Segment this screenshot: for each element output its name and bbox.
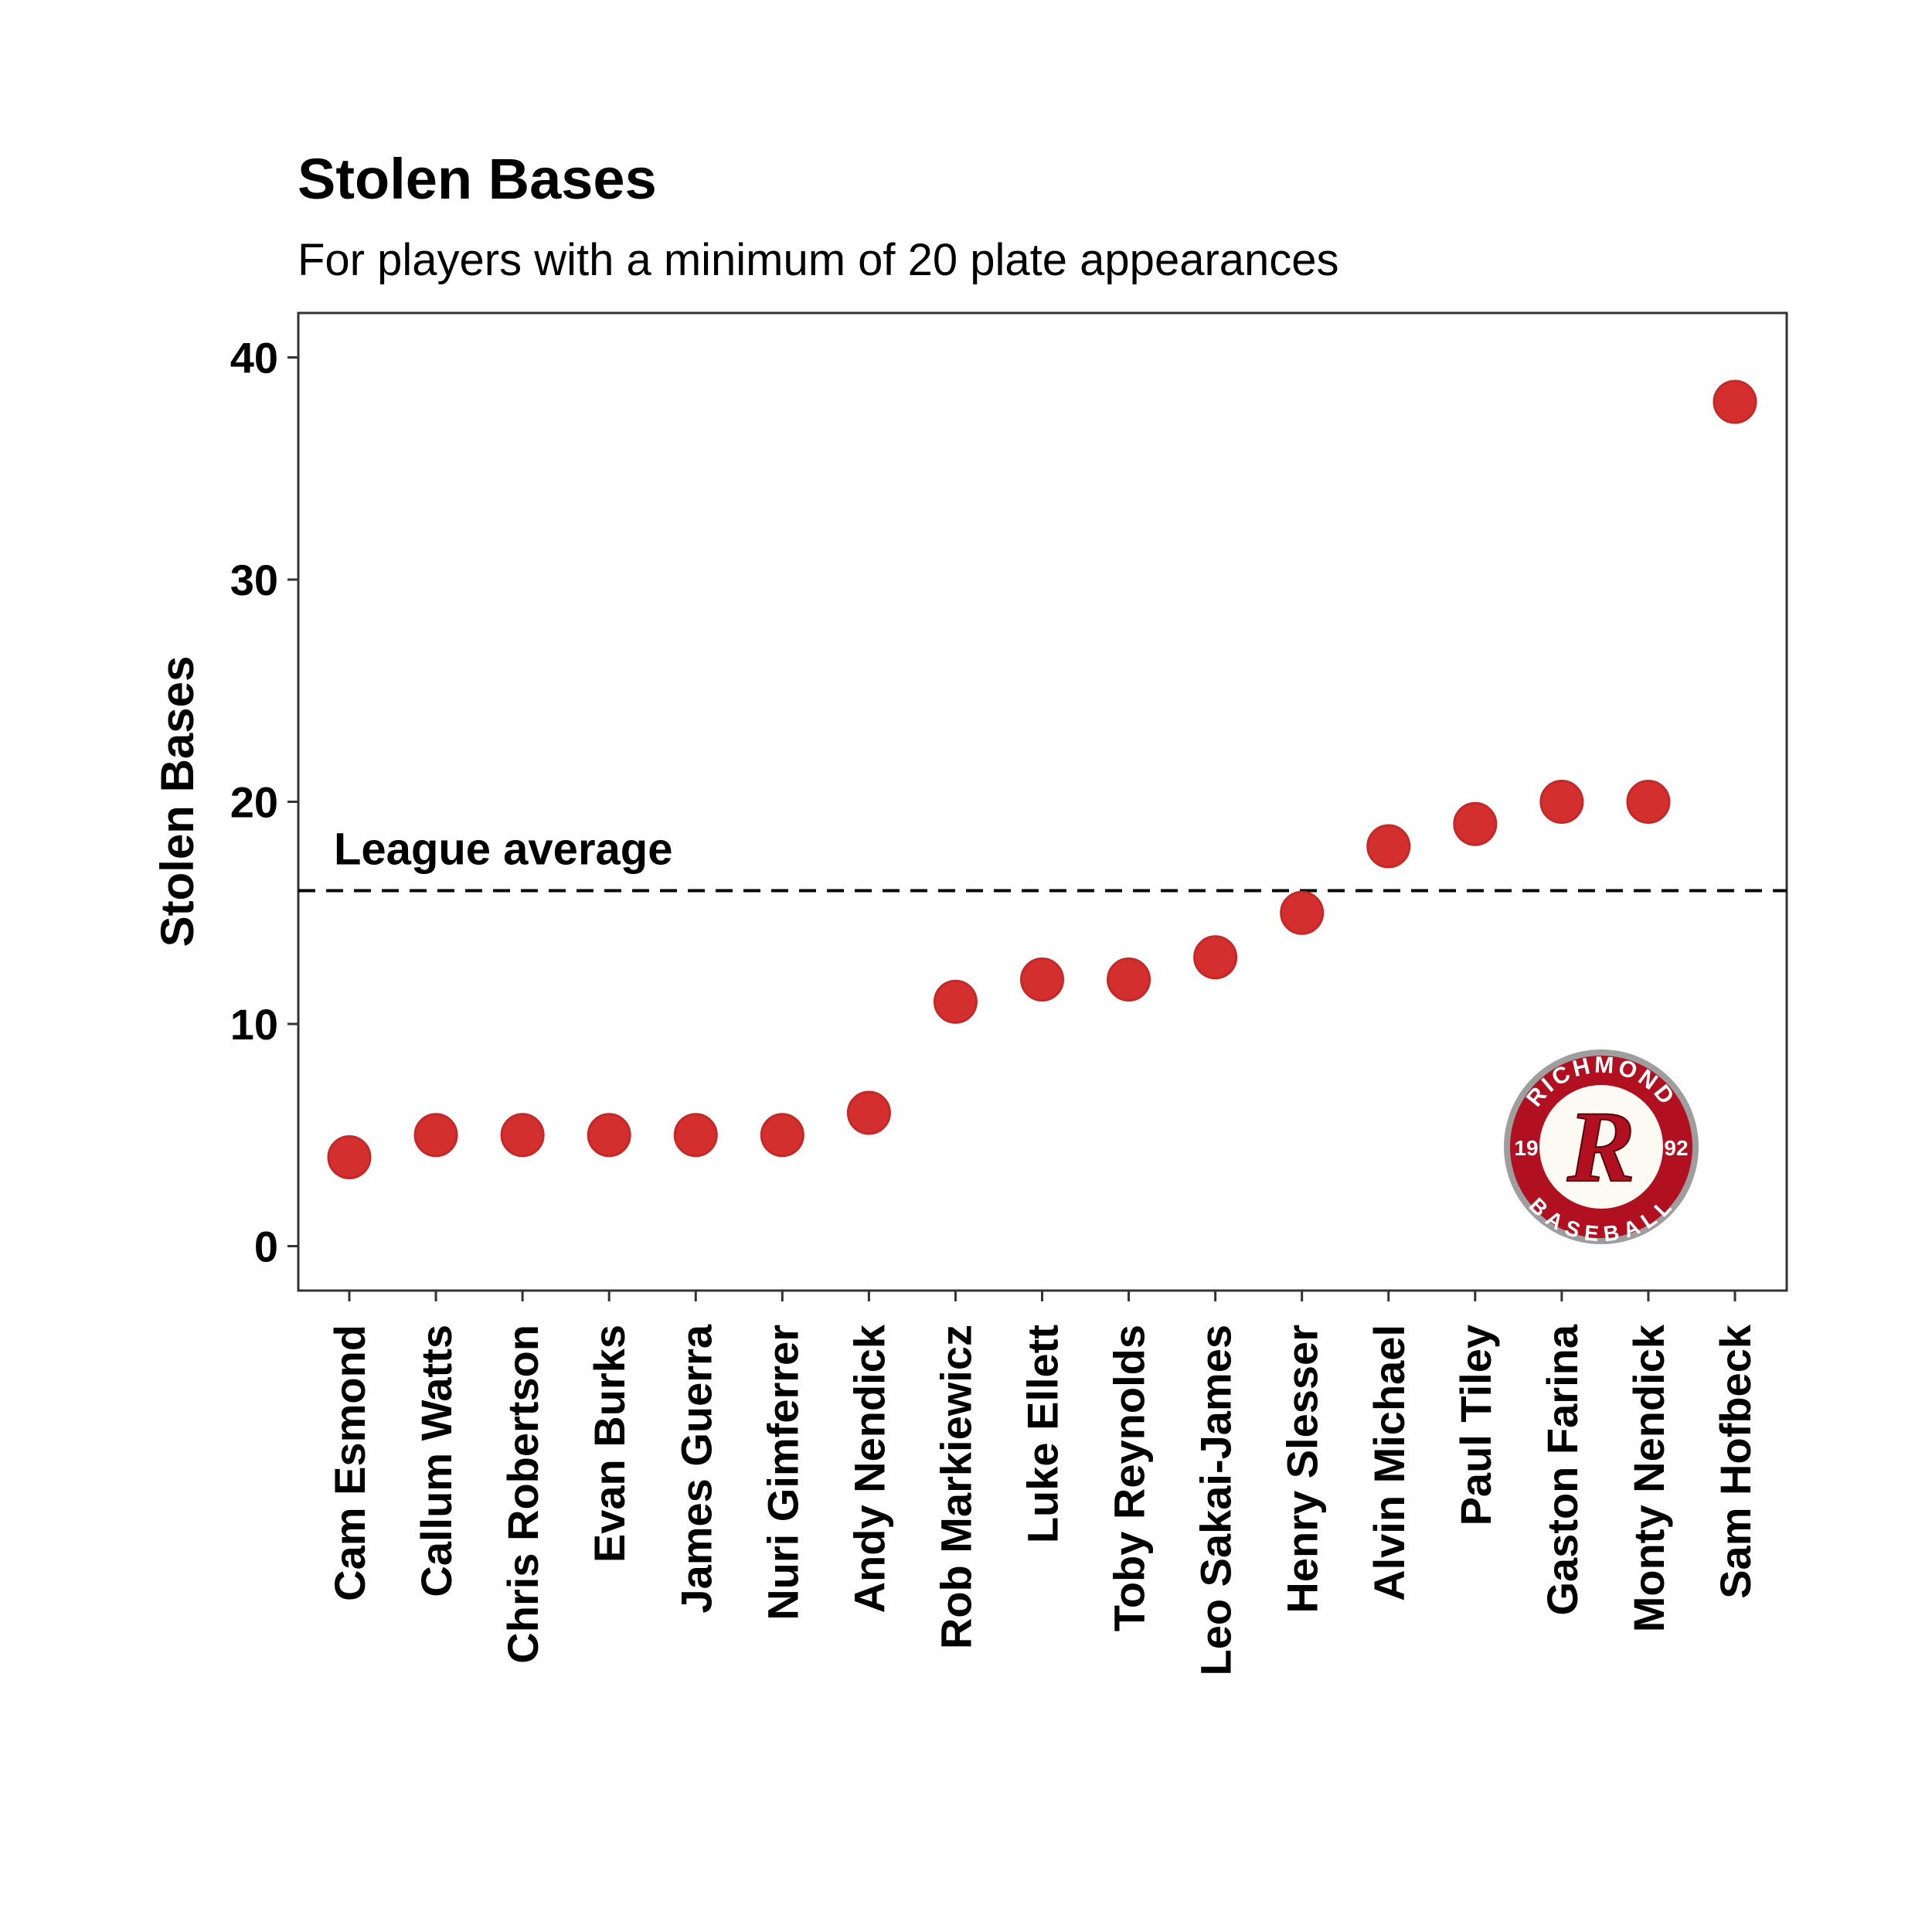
- plot-panel: 0 10 20 30 40 Cam Esmond Callum Watts Chris Ro…: [230, 311, 1788, 1675]
- logo-letter: R: [1566, 1090, 1635, 1203]
- x-tick-label-12: Alvin Michael: [1365, 1325, 1413, 1601]
- chart-subtitle: For players with a minimum of 20 plate a…: [298, 235, 1339, 285]
- x-tick-label-8: Luke Ellett: [1019, 1325, 1067, 1543]
- data-point-10: [1193, 935, 1238, 980]
- data-point-13: [1453, 801, 1498, 846]
- data-point-4: [673, 1113, 718, 1158]
- x-tick-label-9: Toby Reynolds: [1105, 1325, 1154, 1631]
- data-point-8: [1020, 957, 1064, 1002]
- x-tick-label-1: Callum Watts: [412, 1325, 461, 1597]
- x-tick-label-3: Evan Burks: [585, 1325, 634, 1563]
- data-point-5: [760, 1113, 804, 1158]
- data-point-1: [413, 1113, 458, 1158]
- x-tick-label-2: Chris Robertson: [498, 1325, 547, 1664]
- x-tick-label-11: Henry Slesser: [1278, 1325, 1327, 1614]
- y-tick-label-3: 30: [230, 556, 278, 604]
- data-points: [327, 379, 1757, 1179]
- x-tick-label-14: Gaston Farina: [1538, 1324, 1587, 1615]
- y-tick-label-1: 10: [230, 1000, 278, 1049]
- data-point-16: [1713, 379, 1757, 424]
- data-point-6: [846, 1090, 891, 1135]
- data-point-11: [1280, 890, 1325, 935]
- data-point-12: [1366, 824, 1411, 869]
- x-axis: Cam Esmond Callum Watts Chris Robertson Eva…: [325, 1291, 1760, 1675]
- x-tick-label-16: Sam Hofbeck: [1711, 1324, 1760, 1599]
- data-point-9: [1107, 957, 1151, 1002]
- x-tick-label-0: Cam Esmond: [325, 1325, 374, 1601]
- logo-right-year: 92: [1664, 1136, 1688, 1160]
- x-tick-label-4: James Guerra: [672, 1324, 720, 1613]
- chart-title: Stolen Bases: [298, 147, 657, 211]
- richmond-logo: RICHMOND BASEBALL 19 92 R: [1504, 1049, 1699, 1246]
- data-point-7: [933, 979, 978, 1024]
- y-tick-label-0: 0: [254, 1223, 278, 1271]
- x-tick-label-6: Andy Nendick: [845, 1324, 893, 1613]
- y-tick-label-2: 20: [230, 778, 278, 827]
- x-tick-label-5: Nuri Gimferrer: [758, 1325, 807, 1621]
- x-tick-label-15: Monty Nendick: [1624, 1324, 1673, 1632]
- data-point-14: [1539, 780, 1584, 824]
- data-point-3: [587, 1113, 631, 1158]
- data-point-15: [1626, 780, 1671, 824]
- y-axis-label: Stolen Bases: [151, 656, 203, 947]
- x-tick-label-7: Rob Markiewicz: [931, 1325, 980, 1649]
- x-tick-label-13: Paul Tiley: [1451, 1325, 1500, 1526]
- x-tick-label-10: Leo Sakai-James: [1192, 1325, 1240, 1675]
- logo-white-center: [1539, 1085, 1663, 1209]
- logo-left-year: 19: [1514, 1136, 1538, 1160]
- data-point-0: [327, 1135, 372, 1179]
- league-average-label: League average: [334, 825, 672, 875]
- y-tick-label-4: 40: [230, 334, 278, 383]
- y-axis: 0 10 20 30 40: [230, 334, 298, 1271]
- league-average-line-group: League average: [298, 825, 1787, 893]
- data-point-2: [500, 1113, 545, 1158]
